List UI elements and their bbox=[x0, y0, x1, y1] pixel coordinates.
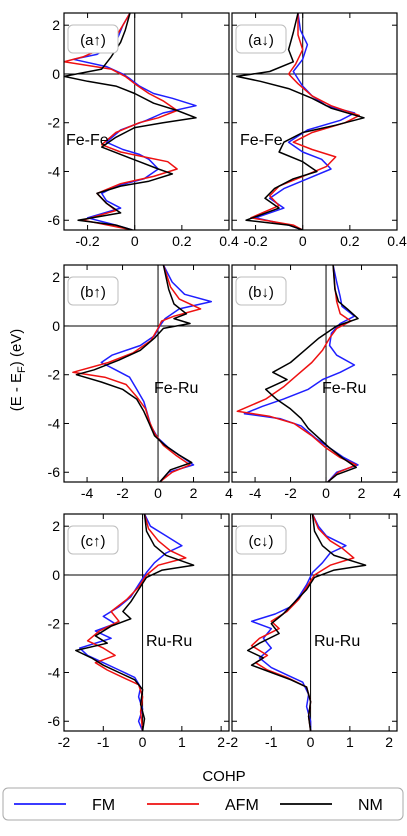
x-tick-label: -0.2 bbox=[76, 233, 100, 249]
legend-item-afm: AFM bbox=[147, 797, 259, 814]
y-tick-label: 2 bbox=[52, 17, 60, 33]
y-tick-label: 2 bbox=[52, 518, 60, 534]
series-afm-line bbox=[236, 265, 357, 482]
series-nm-line bbox=[64, 13, 197, 230]
panel-1: -0.2 0 0.2 0.4 -6 -4 -2 0 2 (a↑) Fe-Fe bbox=[48, 12, 239, 249]
legend: FM AFM NM bbox=[2, 787, 404, 821]
panel-tag-box bbox=[67, 276, 119, 306]
x-tick-label: 4 bbox=[393, 485, 401, 501]
series-nm-line bbox=[246, 514, 367, 731]
legend-box bbox=[2, 787, 404, 821]
x-tick-label: -2 bbox=[226, 734, 239, 750]
x-tick-label: -2 bbox=[284, 485, 297, 501]
y-tick-label: -4 bbox=[48, 415, 61, 431]
panel-3: -4 -2 0 2 4 -6 -4 -2 0 2 (b↑) Fe-Ru bbox=[48, 264, 233, 501]
bond-label: Ru-Ru bbox=[314, 633, 360, 650]
x-tick-label: 0 bbox=[307, 734, 315, 750]
y-tick-label: -2 bbox=[48, 616, 61, 632]
y-tick-label: -4 bbox=[48, 664, 61, 680]
panel-tag: (b↓) bbox=[248, 284, 274, 301]
panel-tag-box bbox=[67, 24, 119, 54]
panel-tag: (c↓) bbox=[249, 533, 274, 550]
panel-2: -0.2 0 0.2 0.4 (a↓) Fe-Fe bbox=[231, 12, 407, 249]
panel-tag-box bbox=[235, 24, 287, 54]
bond-label: Fe-Fe bbox=[66, 132, 109, 149]
x-tick-label: 2 bbox=[358, 485, 366, 501]
x-tick-label: 0 bbox=[299, 233, 307, 249]
y-tick-label: 0 bbox=[52, 66, 60, 82]
series-afm-line bbox=[250, 13, 361, 230]
panel-tag: (b↑) bbox=[80, 284, 106, 301]
x-tick-label: -1 bbox=[265, 734, 278, 750]
panel-6: -2 -1 0 1 2 (c↓) Ru-Ru bbox=[226, 513, 398, 750]
x-tick-label: -1 bbox=[97, 734, 110, 750]
x-tick-label: 2 bbox=[385, 734, 393, 750]
x-tick-label: 0 bbox=[139, 734, 147, 750]
panel-tag: (a↑) bbox=[80, 32, 106, 49]
x-tick-label: -0.2 bbox=[244, 233, 268, 249]
legend-label: AFM bbox=[225, 797, 259, 814]
series-nm-line bbox=[235, 13, 365, 230]
x-tick-label: -2 bbox=[58, 734, 71, 750]
legend-label: FM bbox=[92, 797, 115, 814]
bond-label: Ru-Ru bbox=[146, 633, 192, 650]
x-tick-label: 0 bbox=[322, 485, 330, 501]
x-tick-label: 0.2 bbox=[340, 233, 360, 249]
legend-label: NM bbox=[358, 797, 383, 814]
plot-frame bbox=[231, 264, 398, 483]
x-tick-label: 0 bbox=[154, 485, 162, 501]
y-tick-label: -6 bbox=[48, 464, 61, 480]
panel-tag-box bbox=[67, 525, 119, 555]
y-tick-label: -4 bbox=[48, 163, 61, 179]
bond-label: Fe-Fe bbox=[240, 132, 283, 149]
x-tick-label: 0.2 bbox=[172, 233, 192, 249]
x-tick-label: 0 bbox=[131, 233, 139, 249]
plot-frame bbox=[231, 513, 398, 732]
y-tick-label: -6 bbox=[48, 212, 61, 228]
series-nm-line bbox=[75, 265, 193, 482]
y-tick-label: -2 bbox=[48, 367, 61, 383]
y-tick-label: -2 bbox=[48, 115, 61, 131]
series-afm-line bbox=[72, 265, 202, 482]
panel-tag-box bbox=[235, 525, 287, 555]
legend-item-nm: NM bbox=[280, 797, 383, 814]
y-tick-label: 0 bbox=[52, 318, 60, 334]
plot-frame bbox=[63, 513, 230, 732]
plot-frame bbox=[231, 12, 398, 231]
panel-4: -4 -2 0 2 4 (b↓) Fe-Ru bbox=[231, 264, 401, 501]
panel-tag: (a↓) bbox=[248, 32, 274, 49]
plot-frame bbox=[63, 12, 230, 231]
panel-tag: (c↑) bbox=[81, 533, 106, 550]
series-nm-line bbox=[75, 514, 195, 731]
x-tick-label: -2 bbox=[116, 485, 129, 501]
panels-group: -0.2 0 0.2 0.4 -6 -4 -2 0 2 (a↑) Fe-Fe -0.2 0 0.2 0.4 (… bbox=[48, 12, 407, 750]
series-afm-line bbox=[86, 514, 187, 731]
bond-label: Fe-Ru bbox=[322, 380, 366, 397]
x-tick-label: -4 bbox=[81, 485, 94, 501]
y-tick-label: 0 bbox=[52, 567, 60, 583]
panel-5: -2 -1 0 1 2 -6 -4 -2 0 2 (c↑) Ru-Ru bbox=[48, 513, 230, 750]
x-tick-label: 2 bbox=[217, 734, 225, 750]
legend-item-fm: FM bbox=[14, 797, 115, 814]
x-tick-label: 0.4 bbox=[219, 233, 239, 249]
x-tick-label: 4 bbox=[225, 485, 233, 501]
y-axis-label: (E - EF) (eV) bbox=[8, 329, 28, 412]
panel-tag-box bbox=[235, 276, 287, 306]
x-tick-label: 2 bbox=[190, 485, 198, 501]
y-tick-label: 2 bbox=[52, 269, 60, 285]
plot-frame bbox=[63, 264, 230, 483]
x-tick-label: 0.4 bbox=[387, 233, 407, 249]
x-tick-label: 1 bbox=[346, 734, 354, 750]
x-tick-label: 1 bbox=[178, 734, 186, 750]
y-tick-label: -6 bbox=[48, 713, 61, 729]
series-nm-line bbox=[264, 265, 359, 482]
x-tick-label: -4 bbox=[249, 485, 262, 501]
x-axis-label: COHP bbox=[202, 768, 245, 785]
bond-label: Fe-Ru bbox=[154, 380, 198, 397]
